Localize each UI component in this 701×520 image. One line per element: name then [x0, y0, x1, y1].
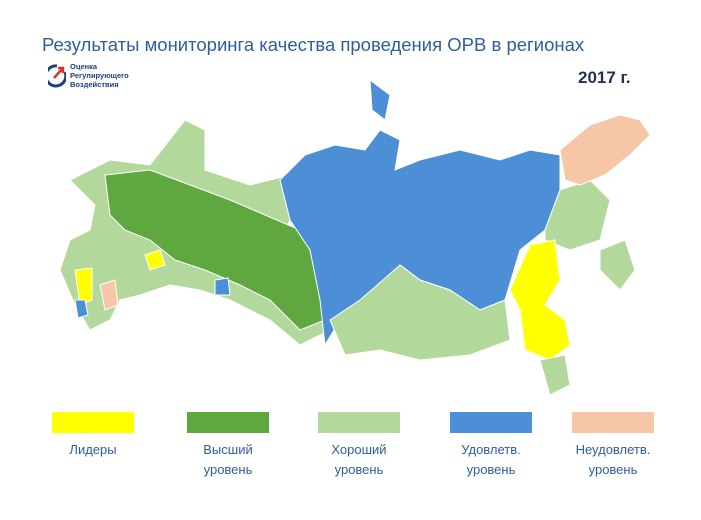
- region: [559, 114, 651, 186]
- region: [214, 277, 231, 296]
- region: [144, 249, 166, 271]
- logo-line: Оценка: [70, 62, 98, 71]
- logo-icon: [48, 64, 66, 88]
- logo-line: Воздействия: [70, 80, 119, 89]
- legend-text: уровень: [334, 462, 384, 477]
- legend-swatch: [450, 412, 532, 433]
- region: [509, 239, 571, 361]
- region: [544, 179, 611, 251]
- region: [539, 354, 571, 396]
- legend-label: Удовлетв. уровень: [436, 440, 546, 480]
- region: [99, 279, 119, 311]
- year: 2017 г.: [578, 68, 631, 87]
- legend-swatch: [187, 412, 269, 433]
- logo: Оценка Регулирующего Воздействия: [48, 62, 178, 94]
- legend-text: Удовлетв.: [461, 442, 521, 457]
- legend-swatch: [318, 412, 400, 433]
- logo-text: Оценка Регулирующего Воздействия: [70, 62, 129, 89]
- title: Результаты мониторинга качества проведен…: [42, 34, 585, 55]
- region: [329, 264, 511, 361]
- legend-label: Хороший уровень: [304, 440, 414, 480]
- legend-text: уровень: [203, 462, 253, 477]
- legend-text: Лидеры: [69, 442, 117, 457]
- legend-text: уровень: [588, 462, 638, 477]
- legend-swatch: [572, 412, 654, 433]
- legend-text: Хороший: [331, 442, 387, 457]
- legend-label: Неудовлетв. уровень: [558, 440, 668, 480]
- region: [74, 267, 93, 306]
- region: [104, 169, 326, 331]
- logo-line: Регулирующего: [70, 71, 129, 80]
- legend-text: Неудовлетв.: [575, 442, 651, 457]
- legend-text: Высший: [203, 442, 253, 457]
- legend-label: Высший уровень: [173, 440, 283, 480]
- region: [369, 78, 391, 121]
- legend-text: уровень: [466, 462, 516, 477]
- region: [74, 299, 89, 319]
- region: [599, 239, 636, 291]
- legend-swatch: [52, 412, 134, 433]
- legend-label: Лидеры: [38, 440, 148, 460]
